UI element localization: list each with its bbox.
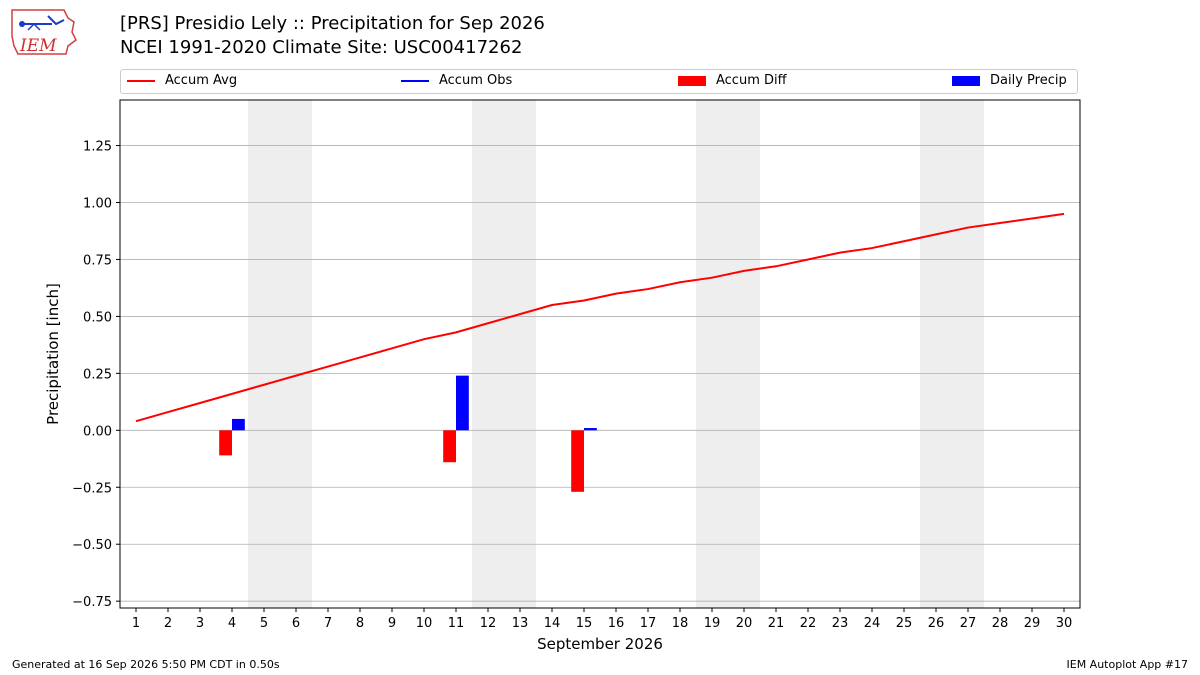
weekend-band xyxy=(248,100,312,608)
legend-item-accum-obs: Accum Obs xyxy=(401,73,512,88)
logo-text: IEM xyxy=(19,36,57,56)
y-tick-label: 1.00 xyxy=(83,197,112,212)
y-axis-label: Precipitation [inch] xyxy=(44,283,62,425)
y-tick-label: −0.75 xyxy=(72,595,112,610)
plot-frame xyxy=(119,99,1081,609)
weekend-shading xyxy=(248,100,984,608)
y-axis-ticks: −0.75 −0.50 −0.25 0.00 0.25 0.50 0.75 1.00 1.25 xyxy=(72,140,120,610)
y-tick-label: 0.25 xyxy=(83,367,112,382)
legend-label: Accum Avg xyxy=(165,73,238,88)
x-tick-label: 24 xyxy=(864,616,881,631)
x-tick-label: 15 xyxy=(576,616,593,631)
weekend-band xyxy=(696,100,760,608)
x-tick-label: 6 xyxy=(292,616,300,631)
x-tick-label: 13 xyxy=(512,616,529,631)
y-tick-label: −0.50 xyxy=(72,538,112,553)
x-tick-label: 17 xyxy=(640,616,657,631)
y-tick-label: 0.75 xyxy=(83,253,112,268)
legend-swatch-daily-precip xyxy=(952,75,980,86)
x-tick-label: 2 xyxy=(164,616,172,631)
accum-diff-bar xyxy=(443,430,456,463)
legend-label: Daily Precip xyxy=(990,73,1067,88)
daily-precip-bar xyxy=(232,418,245,431)
x-tick-label: 21 xyxy=(768,616,785,631)
chart-subtitle: NCEI 1991-2020 Climate Site: USC00417262 xyxy=(120,37,523,58)
legend-swatch-accum-obs xyxy=(401,79,429,82)
x-tick-label: 14 xyxy=(544,616,561,631)
accum-avg-line xyxy=(135,212,1065,423)
x-tick-label: 25 xyxy=(896,616,913,631)
x-tick-label: 12 xyxy=(480,616,497,631)
x-axis-label: September 2026 xyxy=(537,635,663,653)
y-tick-label: −0.25 xyxy=(72,481,112,496)
weekend-band xyxy=(472,100,536,608)
x-tick-label: 29 xyxy=(1024,616,1041,631)
x-tick-label: 5 xyxy=(260,616,268,631)
x-tick-label: 28 xyxy=(992,616,1009,631)
x-tick-label: 30 xyxy=(1056,616,1073,631)
x-tick-label: 23 xyxy=(832,616,849,631)
legend-label: Accum Diff xyxy=(716,73,787,88)
x-tick-label: 16 xyxy=(608,616,625,631)
x-tick-label: 9 xyxy=(388,616,396,631)
accum-avg-line-group xyxy=(135,212,1065,423)
y-tick-label: 0.50 xyxy=(83,310,112,325)
legend-item-daily-precip: Daily Precip xyxy=(952,73,1067,88)
daily-precip-bar xyxy=(584,428,597,431)
accum-diff-bar xyxy=(219,430,232,456)
accum-diff-bar xyxy=(571,430,584,492)
x-tick-label: 22 xyxy=(800,616,817,631)
app-note: IEM Autoplot App #17 xyxy=(1066,658,1189,671)
iem-logo: IEM xyxy=(11,9,77,56)
x-tick-label: 11 xyxy=(448,616,465,631)
legend: Accum Avg Accum Obs Accum Diff Daily Pre… xyxy=(120,69,1078,94)
legend-label: Accum Obs xyxy=(439,73,513,88)
grid-lines xyxy=(120,145,1080,602)
x-axis-ticks: 1 2 3 4 5 6 7 8 9 10 11 12 13 14 15 16 17 18 19 20 21 22 23 24 2… xyxy=(132,608,1072,631)
legend-swatch-accum-avg xyxy=(127,79,155,82)
daily-precip-bar xyxy=(456,375,469,431)
chart-title: [PRS] Presidio Lely :: Precipitation for… xyxy=(120,13,545,34)
x-tick-label: 8 xyxy=(356,616,364,631)
weekend-band xyxy=(920,100,984,608)
legend-item-accum-avg: Accum Avg xyxy=(127,73,237,88)
x-tick-label: 10 xyxy=(416,616,433,631)
x-tick-label: 26 xyxy=(928,616,945,631)
y-tick-label: 1.25 xyxy=(83,140,112,155)
x-tick-label: 27 xyxy=(960,616,977,631)
legend-swatch-accum-diff xyxy=(678,75,706,86)
x-tick-label: 4 xyxy=(228,616,236,631)
generated-note: Generated at 16 Sep 2026 5:50 PM CDT in … xyxy=(12,658,280,671)
legend-item-accum-diff: Accum Diff xyxy=(678,73,787,88)
x-tick-label: 1 xyxy=(132,616,140,631)
x-tick-label: 7 xyxy=(324,616,332,631)
x-tick-label: 20 xyxy=(736,616,753,631)
x-tick-label: 18 xyxy=(672,616,689,631)
x-tick-label: 3 xyxy=(196,616,204,631)
x-tick-label: 19 xyxy=(704,616,721,631)
bars xyxy=(219,375,597,492)
y-tick-label: 0.00 xyxy=(83,424,112,439)
